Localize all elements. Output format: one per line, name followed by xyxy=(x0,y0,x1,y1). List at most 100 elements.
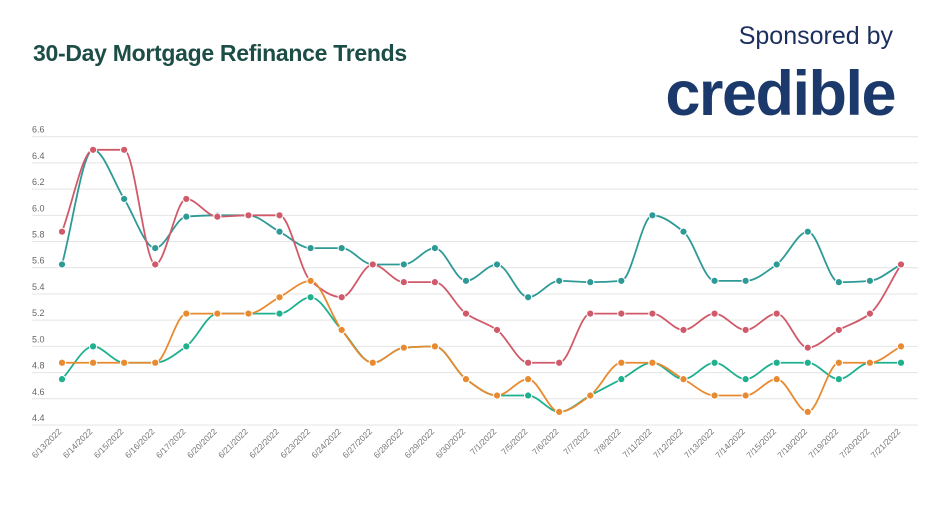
y-tick-label: 5.8 xyxy=(32,230,45,240)
data-point-series-1 xyxy=(834,325,843,335)
data-point-series-0 xyxy=(461,276,471,285)
data-point-series-3 xyxy=(430,342,439,351)
data-point-series-3 xyxy=(834,358,843,367)
data-point-series-0 xyxy=(555,276,564,285)
y-tick-label: 5.6 xyxy=(32,256,45,266)
data-point-series-2 xyxy=(524,391,533,400)
x-tick-label: 6/13/2022 xyxy=(30,426,64,460)
x-tick-label: 6/27/2022 xyxy=(340,426,374,460)
data-point-series-1 xyxy=(492,325,502,335)
x-tick-label: 6/16/2022 xyxy=(123,426,157,460)
data-point-series-0 xyxy=(399,260,408,269)
data-point-series-1 xyxy=(275,211,284,220)
x-tick-label: 7/12/2022 xyxy=(651,426,685,460)
data-point-series-3 xyxy=(679,375,688,384)
chart-title: 30-Day Mortgage Refinance Trends xyxy=(33,40,407,66)
x-tick-label: 6/24/2022 xyxy=(309,426,343,460)
y-tick-label: 4.8 xyxy=(32,361,45,371)
y-tick-label: 6.6 xyxy=(32,125,45,135)
data-point-series-3 xyxy=(586,391,595,400)
data-point-series-1 xyxy=(865,309,875,318)
y-tick-label: 6.2 xyxy=(32,177,45,187)
data-point-series-0 xyxy=(803,227,812,236)
data-point-series-3 xyxy=(88,358,98,367)
x-axis-labels: 6/13/20226/14/20226/15/20226/16/20226/17… xyxy=(30,426,903,460)
data-point-series-0 xyxy=(648,211,657,220)
data-point-series-2 xyxy=(88,342,98,351)
series-line-1 xyxy=(61,148,902,364)
data-point-series-0 xyxy=(772,260,781,269)
data-point-series-3 xyxy=(368,358,377,367)
data-point-series-0 xyxy=(492,260,502,269)
data-point-series-0 xyxy=(151,243,160,253)
data-point-series-3 xyxy=(275,293,284,302)
data-point-series-2 xyxy=(710,358,719,367)
x-tick-label: 7/6/2022 xyxy=(530,426,561,457)
data-point-series-0 xyxy=(120,194,129,204)
x-tick-label: 7/11/2022 xyxy=(620,426,654,460)
x-tick-label: 6/30/2022 xyxy=(434,426,468,460)
x-tick-label: 6/22/2022 xyxy=(247,426,281,460)
data-point-series-1 xyxy=(88,145,98,154)
data-point-series-1 xyxy=(772,309,781,318)
data-point-series-3 xyxy=(492,391,502,400)
x-tick-label: 7/19/2022 xyxy=(806,426,840,460)
data-point-series-3 xyxy=(120,358,129,367)
data-point-series-0 xyxy=(741,276,750,285)
data-point-series-2 xyxy=(741,375,750,384)
data-point-series-0 xyxy=(57,260,67,269)
y-tick-label: 5.4 xyxy=(32,282,45,292)
data-point-series-2 xyxy=(275,309,284,318)
data-point-series-3 xyxy=(151,358,160,367)
data-point-series-3 xyxy=(306,276,315,285)
x-tick-label: 6/17/2022 xyxy=(154,426,188,460)
x-tick-label: 7/8/2022 xyxy=(592,426,623,457)
credible-logo: credible xyxy=(665,59,896,129)
data-point-series-0 xyxy=(306,243,315,253)
x-tick-label: 7/18/2022 xyxy=(775,426,809,460)
data-point-series-1 xyxy=(803,343,812,352)
data-point-series-0 xyxy=(182,212,191,221)
data-point-series-0 xyxy=(710,276,719,285)
x-tick-label: 7/14/2022 xyxy=(713,426,747,460)
x-tick-label: 7/21/2022 xyxy=(869,426,903,460)
data-point-series-1 xyxy=(120,145,129,154)
data-point-series-3 xyxy=(896,342,906,351)
y-tick-label: 5.0 xyxy=(32,334,45,344)
x-tick-label: 6/29/2022 xyxy=(402,426,436,460)
x-tick-label: 7/13/2022 xyxy=(682,426,716,460)
data-point-series-3 xyxy=(617,358,626,367)
x-tick-label: 7/5/2022 xyxy=(499,426,530,457)
y-axis-labels: 4.4 4.6 4.8 5.0 5.2 5.4 5.6 5.8 6.0 6.2 6.4 6.6 xyxy=(32,125,45,423)
data-point-series-1 xyxy=(617,309,626,318)
x-tick-label: 6/23/2022 xyxy=(278,426,312,460)
y-tick-label: 4.6 xyxy=(32,387,45,397)
y-tick-label: 5.2 xyxy=(32,308,45,318)
x-tick-label: 7/1/2022 xyxy=(468,426,499,457)
y-tick-label: 6.0 xyxy=(32,203,45,213)
data-point-series-0 xyxy=(617,276,626,285)
sponsored-by-text: Sponsored by xyxy=(738,22,893,50)
data-point-series-0 xyxy=(586,278,595,287)
data-point-series-2 xyxy=(182,342,191,351)
data-point-series-3 xyxy=(741,391,750,400)
data-point-series-3 xyxy=(213,309,222,318)
data-point-series-1 xyxy=(182,194,191,204)
data-point-series-0 xyxy=(679,227,688,236)
data-point-series-1 xyxy=(368,260,377,269)
data-point-series-2 xyxy=(834,375,843,384)
data-point-series-2 xyxy=(896,358,906,367)
data-point-series-1 xyxy=(399,278,408,287)
data-point-series-0 xyxy=(834,278,843,287)
data-point-series-3 xyxy=(865,358,875,367)
x-tick-label: 7/15/2022 xyxy=(744,426,778,460)
series-points xyxy=(57,145,906,416)
data-point-series-1 xyxy=(710,309,719,318)
data-point-series-1 xyxy=(896,260,906,269)
data-point-series-1 xyxy=(461,309,471,318)
data-point-series-0 xyxy=(275,227,284,236)
data-point-series-3 xyxy=(710,391,719,400)
x-tick-label: 7/7/2022 xyxy=(561,426,592,457)
data-point-series-3 xyxy=(555,407,564,416)
